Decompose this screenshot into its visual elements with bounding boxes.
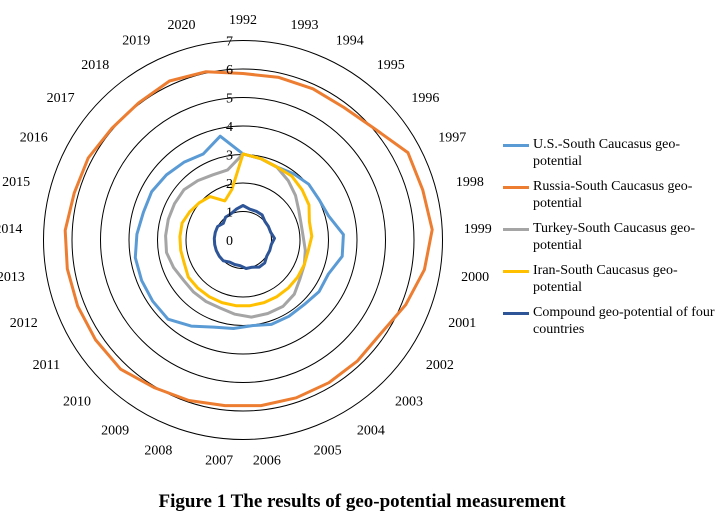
legend-label-turkey: Turkey-South Caucasus geo-potential [533, 221, 696, 253]
category-label-2020: 2020 [168, 18, 196, 33]
grid-ring-4 [128, 125, 358, 355]
figure-caption: Figure 1 The results of geo-potential me… [158, 491, 566, 512]
legend-item-russia: Russia-South Caucasus geo-potential [503, 178, 718, 212]
legend-swatch-russia [503, 186, 529, 189]
chart-legend: U.S.-South Caucasus geo-potential Russia… [503, 136, 718, 346]
category-label-2017: 2017 [47, 91, 75, 106]
category-label-2019: 2019 [122, 33, 150, 48]
legend-swatch-turkey [503, 228, 529, 231]
category-label-2003: 2003 [395, 394, 423, 409]
ring-label-2: 2 [226, 177, 233, 192]
grid-ring-2 [185, 182, 301, 298]
grid-ring-6 [71, 68, 415, 412]
category-label-1997: 1997 [438, 131, 466, 146]
legend-item-us: U.S.-South Caucasus geo-potential [503, 136, 718, 170]
legend-label-russia: Russia-South Caucasus geo-potential [533, 179, 693, 211]
category-label-2006: 2006 [253, 454, 281, 469]
category-label-2002: 2002 [426, 358, 454, 373]
category-label-1995: 1995 [377, 58, 405, 73]
category-label-2004: 2004 [357, 423, 385, 438]
category-label-2016: 2016 [20, 131, 48, 146]
ring-label-6: 6 [226, 63, 233, 78]
radar-grid [43, 40, 443, 440]
ring-label-0: 0 [226, 234, 233, 249]
category-label-1992: 1992 [229, 13, 257, 28]
radar-series-layer [63, 70, 434, 408]
ring-label-4: 4 [226, 120, 233, 135]
category-label-1996: 1996 [411, 91, 439, 106]
category-label-2010: 2010 [63, 394, 91, 409]
ring-label-5: 5 [226, 92, 233, 107]
category-label-2007: 2007 [205, 454, 233, 469]
legend-swatch-us [503, 144, 529, 147]
series-line-2 [164, 152, 307, 319]
legend-item-turkey: Turkey-South Caucasus geo-potential [503, 220, 718, 254]
category-label-2012: 2012 [10, 316, 38, 331]
category-label-2008: 2008 [144, 443, 172, 458]
legend-swatch-iran [503, 270, 529, 273]
category-label-1998: 1998 [456, 175, 484, 190]
ring-label-7: 7 [226, 35, 233, 50]
series-line-1 [63, 70, 434, 408]
legend-item-iran: Iran-South Caucasus geo-potential [503, 262, 718, 296]
category-label-2005: 2005 [314, 443, 342, 458]
category-label-2018: 2018 [81, 58, 109, 73]
legend-swatch-compound [503, 312, 529, 315]
grid-ring-5 [100, 97, 386, 383]
legend-label-us: U.S.-South Caucasus geo-potential [533, 137, 680, 169]
category-label-2009: 2009 [101, 423, 129, 438]
series-line-4 [212, 204, 276, 270]
ring-labels: 0 1 2 3 4 5 6 7 [226, 35, 233, 250]
category-label-2000: 2000 [461, 270, 489, 285]
legend-label-iran: Iran-South Caucasus geo-potential [533, 263, 678, 295]
series-line-3 [178, 152, 314, 308]
category-label-1999: 1999 [464, 222, 492, 237]
ring-label-1: 1 [226, 206, 233, 221]
category-label-1994: 1994 [336, 33, 364, 48]
series-line-0 [133, 134, 345, 330]
category-label-2015: 2015 [2, 175, 30, 190]
category-label-2001: 2001 [448, 316, 476, 331]
grid-ring-7 [43, 40, 443, 440]
category-label-2011: 2011 [33, 358, 60, 373]
category-label-2014: 2014 [0, 222, 22, 237]
ring-label-3: 3 [226, 149, 233, 164]
legend-item-compound: Compound geo-potential of four countries [503, 304, 718, 338]
category-label-1993: 1993 [291, 18, 319, 33]
category-labels: 1992 1993 1994 1995 1996 1997 1998 1999 2000 2001… [0, 13, 492, 469]
legend-label-compound: Compound geo-potential of four countries [533, 305, 715, 337]
category-label-2013: 2013 [0, 270, 25, 285]
